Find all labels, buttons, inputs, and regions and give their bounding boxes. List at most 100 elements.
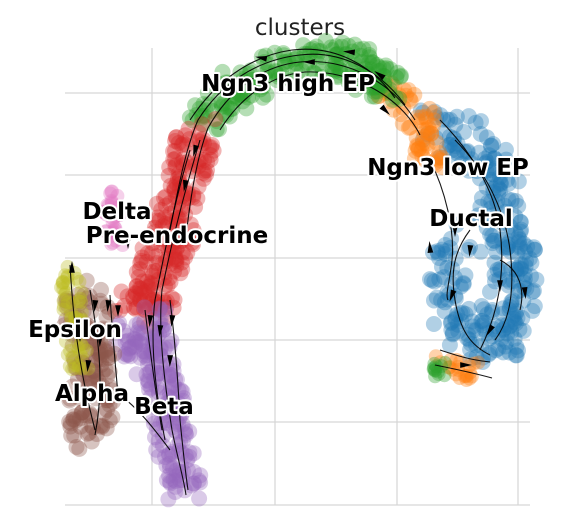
point-ductal bbox=[453, 313, 470, 330]
point-beta bbox=[163, 332, 180, 349]
point-ductal bbox=[436, 269, 452, 286]
point-ductal bbox=[472, 211, 489, 228]
point-pre-endocrine bbox=[175, 135, 192, 152]
point-pre-endocrine bbox=[131, 261, 148, 278]
point-pre-endocrine bbox=[190, 158, 207, 175]
point-ductal bbox=[441, 337, 458, 353]
point-ductal bbox=[434, 258, 450, 275]
point-ductal bbox=[479, 306, 496, 323]
point-pre-endocrine bbox=[148, 263, 165, 280]
point-ngn3-high-ep bbox=[317, 32, 334, 49]
point-ductal bbox=[486, 150, 503, 167]
point-delta bbox=[99, 224, 114, 239]
streamline bbox=[109, 294, 119, 396]
streamline bbox=[189, 48, 396, 121]
point-ductal bbox=[503, 293, 520, 310]
point-pre-endocrine bbox=[132, 280, 149, 297]
streamline-arrow bbox=[343, 49, 356, 56]
point-ductal bbox=[442, 315, 459, 331]
point-ngn3-high-ep bbox=[254, 89, 271, 106]
point-ngn3-high-ep bbox=[243, 87, 260, 104]
point-pre-endocrine bbox=[150, 209, 166, 226]
point-ductal bbox=[497, 203, 514, 220]
point-pre-endocrine bbox=[182, 158, 199, 175]
point-beta bbox=[135, 343, 152, 359]
point-beta bbox=[129, 333, 146, 350]
point-pre-endocrine bbox=[196, 162, 213, 179]
point-alpha bbox=[58, 311, 75, 328]
point-ngn3-high-ep bbox=[354, 74, 371, 91]
point-beta bbox=[157, 301, 174, 318]
point-alpha bbox=[78, 317, 95, 333]
point-pre-endocrine bbox=[160, 167, 177, 184]
point-ductal bbox=[498, 334, 515, 350]
point-ngn3-high-ep bbox=[437, 368, 452, 383]
point-beta bbox=[168, 371, 185, 388]
point-ngn3-low-ep bbox=[426, 154, 443, 171]
point-alpha bbox=[59, 290, 76, 307]
point-ngn3-high-ep bbox=[214, 63, 231, 80]
point-ngn3-high-ep bbox=[378, 60, 395, 77]
point-ductal bbox=[443, 313, 460, 330]
point-pre-endocrine bbox=[163, 290, 180, 306]
point-ductal bbox=[444, 260, 461, 277]
streamline bbox=[439, 349, 491, 363]
point-ngn3-low-ep bbox=[411, 140, 427, 157]
point-ductal bbox=[509, 309, 526, 326]
streamline bbox=[169, 299, 189, 491]
point-epsilon bbox=[63, 344, 78, 358]
point-ductal bbox=[473, 113, 489, 130]
point-ductal bbox=[521, 250, 538, 267]
point-beta bbox=[133, 332, 150, 349]
point-pre-endocrine bbox=[172, 209, 189, 226]
point-alpha bbox=[100, 349, 117, 366]
point-pre-endocrine bbox=[127, 284, 144, 301]
point-alpha bbox=[79, 325, 96, 342]
point-pre-endocrine bbox=[133, 252, 150, 269]
streamline bbox=[119, 394, 171, 451]
point-beta bbox=[123, 338, 140, 355]
point-ngn3-high-ep bbox=[352, 74, 369, 91]
point-alpha bbox=[70, 286, 86, 303]
point-ductal bbox=[444, 325, 461, 342]
point-delta bbox=[101, 199, 116, 213]
point-alpha bbox=[97, 389, 114, 406]
point-pre-endocrine bbox=[164, 242, 181, 259]
streamline bbox=[69, 264, 96, 431]
point-beta bbox=[161, 339, 178, 356]
point-ngn3-high-ep bbox=[259, 63, 276, 80]
point-alpha bbox=[92, 343, 109, 360]
point-ngn3-high-ep bbox=[328, 38, 345, 55]
point-ductal bbox=[495, 344, 512, 361]
point-ductal bbox=[459, 330, 476, 347]
point-pre-endocrine bbox=[167, 189, 184, 206]
point-ductal bbox=[461, 300, 477, 317]
point-beta bbox=[136, 347, 153, 364]
point-ductal bbox=[528, 271, 545, 288]
point-alpha bbox=[65, 350, 82, 367]
point-alpha bbox=[93, 281, 109, 298]
point-pre-endocrine bbox=[173, 233, 190, 250]
point-delta bbox=[102, 229, 117, 244]
point-beta bbox=[117, 345, 134, 362]
point-ngn3-low-ep bbox=[420, 124, 437, 141]
point-beta bbox=[122, 348, 139, 365]
point-ductal bbox=[506, 330, 523, 347]
point-pre-endocrine bbox=[144, 235, 161, 252]
point-ductal bbox=[512, 238, 529, 255]
point-beta bbox=[161, 455, 178, 472]
point-ngn3-high-ep bbox=[232, 64, 249, 81]
point-delta bbox=[104, 195, 119, 210]
point-alpha bbox=[81, 405, 98, 421]
point-pre-endocrine bbox=[203, 139, 220, 156]
point-pre-endocrine bbox=[143, 245, 160, 262]
point-beta bbox=[140, 373, 157, 390]
point-ductal bbox=[515, 235, 532, 252]
point-pre-endocrine bbox=[185, 222, 202, 239]
point-beta bbox=[158, 398, 175, 415]
point-pre-endocrine bbox=[184, 236, 201, 253]
point-alpha bbox=[99, 389, 116, 406]
point-pre-endocrine bbox=[166, 263, 183, 280]
point-ngn3-high-ep bbox=[234, 87, 251, 104]
point-pre-endocrine bbox=[119, 288, 136, 305]
